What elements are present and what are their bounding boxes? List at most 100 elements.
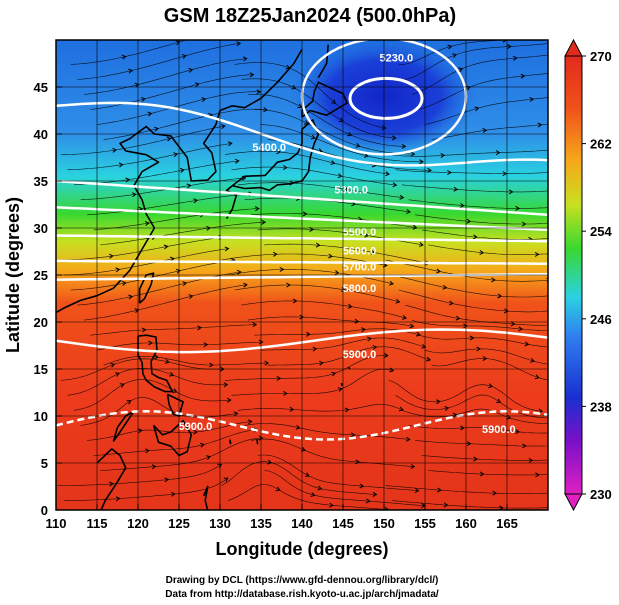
colorbar-max-arrow [564,38,583,57]
wind-streamline [395,169,548,174]
wind-streamline [96,341,263,351]
wind-streamline [90,74,254,110]
wind-streamline [234,62,386,129]
y-tick-label: 35 [34,174,48,189]
wind-streamline [67,143,232,170]
wind-arrow [558,169,562,173]
contour-label: 5400.0 [252,142,286,154]
wind-streamline [96,91,261,125]
coastline-segment [229,439,232,445]
contour-label: 5900.0 [179,421,213,433]
wind-streamline [411,54,548,95]
wind-streamline [87,193,253,216]
wind-streamline [237,403,404,412]
wind-streamline [385,485,548,494]
wind-streamline [64,477,228,501]
wind-streamline [257,454,419,492]
wind-streamline [408,425,548,434]
wind-arrow [549,416,553,420]
colorbar-gradient [564,55,583,495]
wind-streamline [77,43,241,80]
contour-label: 5500.0 [343,227,377,239]
y-tick-label: 15 [34,362,48,377]
wind-streamline [64,248,229,276]
wind-streamline [70,40,188,65]
wind-streamline [244,423,410,440]
wind-streamline [93,429,258,456]
wind-streamline [103,108,268,140]
wind-arrow [553,293,557,297]
wind-streamline [392,500,548,509]
wind-streamline [421,229,548,240]
colorbar: 230 238 246 254 262 270 [564,38,612,512]
x-tick-label: 145 [332,516,354,531]
wind-streamline [415,214,548,225]
wind-streamline [237,182,404,198]
y-tick-label: 0 [41,503,48,518]
contour-label: 5900.0 [343,349,377,361]
coastline-segment [225,119,320,220]
wind-streamline [431,123,548,140]
x-tick-label: 155 [414,516,436,531]
coastline-segment [256,439,259,445]
wind-streamline [224,355,388,381]
credit-drawing: Drawing by DCL (https://www.gfd-dennou.o… [166,575,439,586]
wind-streamline [234,284,400,303]
wind-streamline [401,184,548,193]
wind-arrow [555,505,559,509]
wind-streamline [267,346,431,366]
colorbar-tick-label: 238 [590,399,612,414]
wind-arrow [586,363,590,367]
wind-streamline [60,125,225,155]
coastline-segment [347,366,351,370]
contour-label: 5600.0 [343,245,377,257]
wind-streamline [408,199,548,209]
wind-streamline [241,300,407,319]
y-tick-label: 40 [34,127,48,142]
contour-label: 5900.0 [482,424,516,436]
colorbar-tick-label: 262 [590,137,612,152]
wind-streamline [247,94,406,147]
x-tick-label: 125 [168,516,190,531]
wind-streamline [80,397,238,426]
wind-arrow [562,39,566,43]
wind-streamlines [57,27,596,510]
wind-streamline [385,259,548,282]
x-tick-label: 120 [127,516,149,531]
wind-streamline [90,324,257,336]
wind-streamline [67,368,228,396]
y-tick-label: 5 [41,456,48,471]
wind-arrow [592,114,596,118]
contour-label: 5230.0 [379,53,413,65]
x-tick-label: 115 [87,516,108,531]
wind-streamline [100,437,263,471]
wind-arrow [558,34,562,38]
contour-label: 5700.0 [343,261,377,273]
wind-streamline [411,319,548,331]
wind-arrow [551,148,555,152]
wind-streamline [228,484,389,510]
wind-streamline [221,253,387,266]
wind-arrow [502,40,508,43]
y-axis-label: Latitude (degrees) [3,197,23,353]
coastline-segment [112,410,135,442]
y-tick-label: 25 [34,268,48,283]
coastline-segment [96,448,127,510]
height-contour [348,76,424,120]
colorbar-min-arrow [564,493,583,512]
wind-streamline [260,124,423,163]
coastline-segment [137,334,174,393]
x-axis-label: Longitude (degrees) [215,539,388,559]
colorbar-tick-label: 254 [590,224,612,239]
x-tick-label: 165 [496,516,518,531]
wind-streamline [424,97,548,125]
wind-arrow [584,456,588,460]
wind-arrow [230,27,234,31]
y-tick-label: 30 [34,221,48,236]
coastline-segment [152,419,193,457]
wind-streamline [247,316,414,327]
wind-streamline [103,356,269,366]
credit-data: Data from http://database.rish.kyoto-u.a… [165,589,439,600]
coastline-segment [301,81,348,118]
